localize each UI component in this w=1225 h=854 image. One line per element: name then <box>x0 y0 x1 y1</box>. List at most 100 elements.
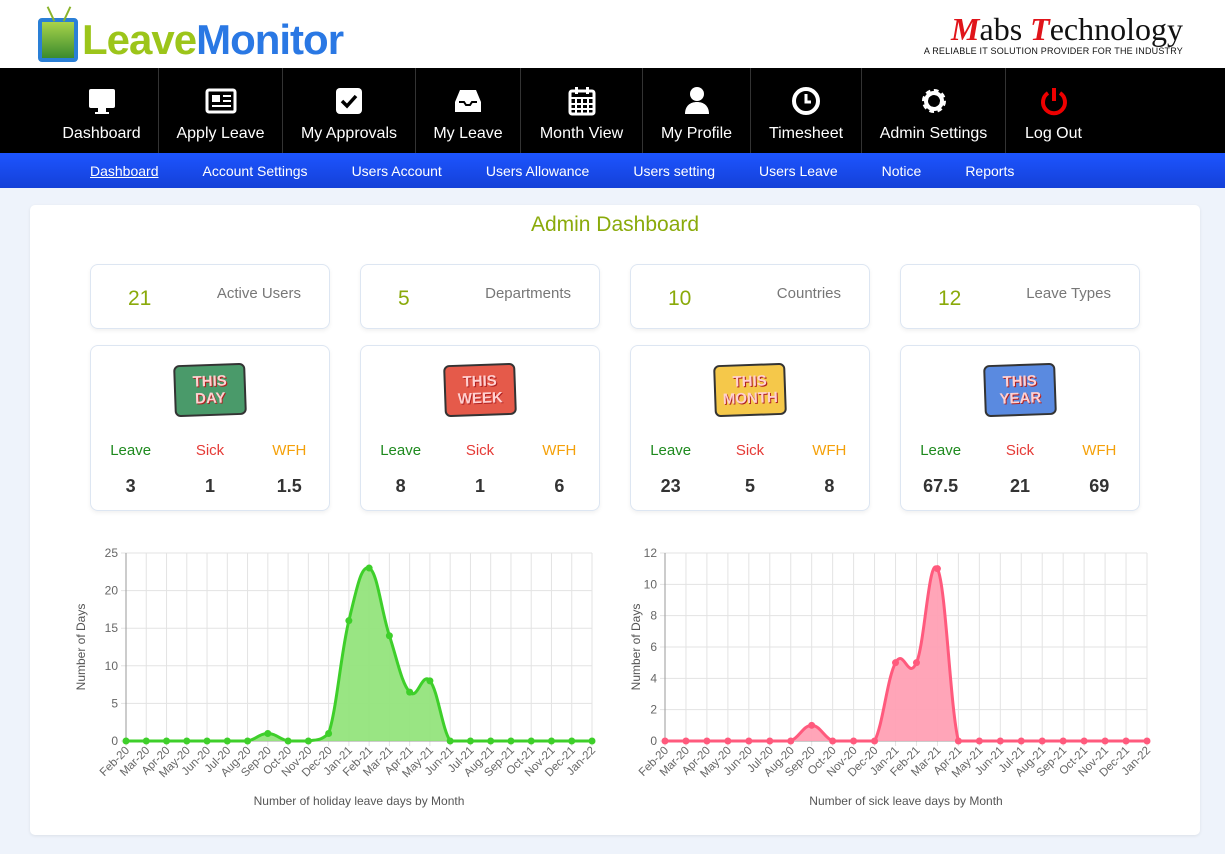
period-summary-card: THIS MONTH Leave Sick WFH 23 5 8 <box>630 345 870 511</box>
nav-dashboard[interactable]: Dashboard <box>45 68 158 153</box>
nav-label: Timesheet <box>768 124 844 142</box>
data-point <box>588 737 596 745</box>
wfh-label: WFH <box>542 442 577 459</box>
page-title: Admin Dashboard <box>530 213 700 236</box>
subnav-notice[interactable]: Notice <box>881 162 922 179</box>
inbox-icon <box>455 89 481 112</box>
period-badge: THIS MONTH <box>713 362 787 418</box>
data-point <box>345 617 353 625</box>
nav-my-leave[interactable]: My Leave <box>415 68 520 153</box>
data-point <box>163 737 171 745</box>
stat-card: 21 Active Users <box>90 264 330 329</box>
data-point <box>808 721 816 729</box>
stat-card: 10 Countries <box>630 264 870 329</box>
sick-label: Sick <box>195 442 225 459</box>
wfh-label: WFH <box>272 442 307 459</box>
wfh-label: WFH <box>1082 442 1117 459</box>
y-tick-label: 6 <box>650 640 657 654</box>
nav-month-view[interactable]: Month View <box>520 68 642 153</box>
nav-label: Log Out <box>1025 124 1082 142</box>
sick-label: Sick <box>735 442 765 459</box>
y-tick-label: 8 <box>650 609 657 623</box>
subnav-users-leave[interactable]: Users Leave <box>759 162 838 179</box>
sick-value: 5 <box>744 476 755 496</box>
nav-my-profile[interactable]: My Profile <box>642 68 750 153</box>
y-axis-title: Number of Days <box>630 604 643 691</box>
subnav-reports[interactable]: Reports <box>965 162 1015 179</box>
calendar-icon <box>568 86 595 115</box>
leave-label: Leave <box>380 442 422 459</box>
sub-nav: Dashboard Account Settings Users Account Us… <box>0 153 1225 188</box>
dashboard-panel: Admin Dashboard 21 Active Users 5 Departmen… <box>30 205 1200 835</box>
leave-label: Leave <box>920 442 962 459</box>
stat-card: 12 Leave Types <box>900 264 1140 329</box>
stat-value: 10 <box>668 287 692 310</box>
data-point <box>507 737 515 745</box>
y-tick-label: 25 <box>105 546 119 560</box>
data-point <box>547 737 555 745</box>
leave-label: Leave <box>110 442 152 459</box>
data-point <box>787 737 795 745</box>
subnav-account-settings[interactable]: Account Settings <box>202 162 308 179</box>
nav-apply-leave[interactable]: Apply Leave <box>158 68 282 153</box>
y-tick-label: 2 <box>650 703 657 717</box>
data-point <box>1143 737 1151 745</box>
stat-value: 12 <box>938 287 962 310</box>
leavemonitor-logo[interactable]: LeaveMonitor <box>38 8 344 64</box>
data-point <box>1122 737 1130 745</box>
nav-log-out[interactable]: Log Out <box>1005 68 1101 153</box>
clock-icon <box>792 86 820 115</box>
stat-label: Departments <box>485 285 571 302</box>
subnav-dashboard[interactable]: Dashboard <box>90 162 159 179</box>
newspaper-icon <box>205 88 236 113</box>
data-point <box>829 737 837 745</box>
data-point <box>724 737 732 745</box>
stat-value: 21 <box>128 287 152 310</box>
subnav-users-account[interactable]: Users Account <box>351 162 442 179</box>
data-point <box>365 564 373 572</box>
data-point <box>426 677 434 685</box>
data-point <box>912 659 920 667</box>
period-badge: THIS DAY <box>173 362 247 418</box>
nav-label: Admin Settings <box>879 124 988 142</box>
data-point <box>745 737 753 745</box>
leave-value: 23 <box>660 476 681 496</box>
data-point <box>406 688 414 696</box>
data-point <box>1017 737 1025 745</box>
data-point <box>142 737 150 745</box>
nav-admin-settings[interactable]: Admin Settings <box>861 68 1005 153</box>
leave-value: 3 <box>125 476 136 496</box>
data-point <box>850 737 858 745</box>
nav-timesheet[interactable]: Timesheet <box>750 68 861 153</box>
header: LeaveMonitor Mabs Technology A RELIABLE … <box>0 0 1225 68</box>
data-point <box>766 737 774 745</box>
leave-value: 8 <box>395 476 406 496</box>
series-area <box>126 567 592 741</box>
stat-card: 5 Departments <box>360 264 600 329</box>
nav-label: My Profile <box>660 124 733 142</box>
check-square-icon <box>336 87 362 114</box>
data-point <box>223 737 231 745</box>
data-point <box>892 659 900 667</box>
sick-value: 1 <box>474 476 485 496</box>
nav-my-approvals[interactable]: My Approvals <box>282 68 415 153</box>
y-tick-label: 0 <box>111 734 118 748</box>
holiday-leave-chart: 0510152025Feb-20Mar-20Apr-20May-20Jun-20… <box>75 546 598 808</box>
sick-value: 1 <box>204 476 215 496</box>
user-icon <box>684 86 709 114</box>
stat-value: 5 <box>398 287 410 310</box>
period-summary-card: THIS DAY Leave Sick WFH 3 1 1.5 <box>90 345 330 511</box>
data-point <box>284 737 292 745</box>
y-tick-label: 12 <box>644 546 658 560</box>
sick-value: 21 <box>1009 476 1030 496</box>
data-point <box>244 737 252 745</box>
subnav-users-setting[interactable]: Users setting <box>633 162 716 179</box>
x-axis-title: Number of sick leave days by Month <box>809 794 1002 808</box>
y-axis-title: Number of Days <box>75 604 88 691</box>
nav-label: Month View <box>539 124 624 142</box>
subnav-users-allowance[interactable]: Users Allowance <box>485 162 590 179</box>
nav-label: My Approvals <box>300 124 398 142</box>
y-tick-label: 10 <box>644 577 658 591</box>
wfh-value: 8 <box>824 476 835 496</box>
data-point <box>203 737 211 745</box>
